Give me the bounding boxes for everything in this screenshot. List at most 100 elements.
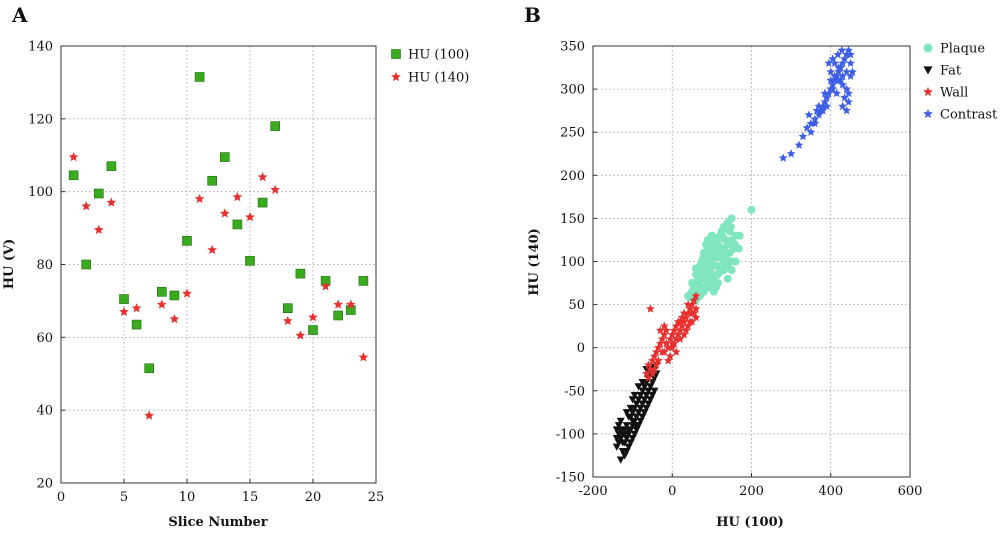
- data-point: [794, 140, 804, 149]
- data-point: [692, 264, 701, 273]
- data-point: [838, 80, 848, 89]
- data-point: [661, 325, 671, 335]
- data-point: [68, 170, 79, 181]
- data-point: [119, 294, 129, 304]
- data-point: [194, 193, 205, 204]
- data-point: [669, 325, 679, 335]
- data-point: [131, 303, 142, 313]
- data-point: [295, 330, 306, 340]
- data-point: [622, 447, 631, 456]
- data-point: [106, 197, 117, 207]
- data-point: [838, 101, 848, 111]
- data-point: [798, 131, 808, 141]
- x-tick-label: 5: [120, 490, 128, 505]
- data-point: [622, 409, 631, 417]
- data-point: [144, 363, 154, 374]
- data-point: [295, 268, 306, 279]
- data-point: [719, 266, 728, 275]
- data-point: [650, 351, 659, 361]
- data-point: [675, 325, 685, 335]
- data-point: [659, 330, 669, 339]
- data-point: [169, 290, 180, 301]
- data-point: [727, 266, 736, 275]
- data-point: [848, 67, 857, 76]
- data-point: [699, 254, 708, 263]
- data-point: [638, 378, 647, 387]
- y-tick-label: 350: [560, 40, 585, 55]
- data-point: [820, 88, 830, 98]
- data-point: [245, 212, 255, 222]
- grid-b: [593, 46, 910, 477]
- data-point: [828, 54, 838, 63]
- data-point: [616, 456, 625, 464]
- data-point: [659, 347, 669, 356]
- y-tick-label: 100: [560, 255, 585, 270]
- legend-label: Fat: [940, 64, 962, 79]
- data-point: [837, 45, 847, 55]
- data-point: [157, 287, 167, 297]
- data-point: [812, 106, 822, 115]
- data-point: [282, 303, 293, 314]
- series-hu-100: [68, 72, 369, 374]
- data-point: [830, 71, 840, 80]
- legend-label: Contrast: [940, 108, 998, 123]
- data-point: [648, 356, 657, 365]
- data-point: [119, 306, 129, 316]
- y-tick-label: 80: [36, 258, 53, 273]
- x-axis-label-b: HU (100): [716, 515, 784, 530]
- data-point: [834, 62, 844, 72]
- data-point: [667, 338, 677, 348]
- data-point: [727, 214, 736, 223]
- data-point: [828, 84, 838, 93]
- legend-label: Wall: [940, 86, 968, 101]
- panel-a: A 0 5 10 15 20 25 20 40 60 80 100 120 140 Slice Numb…: [2, 3, 469, 530]
- data-point: [833, 50, 843, 59]
- data-point: [646, 304, 655, 313]
- data-point: [691, 291, 701, 300]
- y-tick-label: -100: [556, 427, 585, 442]
- data-point: [207, 175, 217, 186]
- legend-marker: [391, 49, 401, 59]
- data-point: [834, 67, 844, 76]
- data-point: [786, 149, 796, 158]
- y-tick-label: 120: [28, 112, 53, 127]
- data-point: [838, 58, 848, 67]
- data-point: [727, 257, 736, 266]
- data-point: [703, 267, 712, 276]
- y-tick-label: 50: [568, 298, 585, 313]
- legend-marker: [923, 86, 933, 97]
- data-point: [663, 343, 673, 352]
- data-point: [628, 435, 637, 443]
- data-point: [614, 439, 623, 447]
- data-point: [624, 426, 633, 434]
- panel-label-a: A: [11, 3, 28, 27]
- data-point: [358, 276, 369, 286]
- data-point: [842, 67, 851, 76]
- x-tick-label: 600: [898, 484, 923, 499]
- data-point: [840, 54, 849, 63]
- data-point: [810, 118, 820, 128]
- y-tick-label: 100: [28, 185, 53, 200]
- data-point: [806, 127, 816, 136]
- data-point: [320, 281, 331, 291]
- panel-b: B -200 0 200 400 600 -150 -100 -50 0 50 100 150 200 2…: [524, 3, 998, 530]
- legend-marker: [923, 66, 933, 75]
- x-tick-label: 0: [668, 484, 676, 499]
- data-point: [257, 172, 268, 182]
- data-point: [616, 417, 625, 425]
- data-point: [144, 410, 155, 420]
- data-point: [826, 75, 836, 85]
- data-point: [648, 368, 657, 378]
- data-point: [828, 80, 838, 89]
- data-point: [846, 71, 855, 80]
- data-point: [717, 248, 726, 257]
- data-point: [679, 330, 689, 339]
- data-point: [726, 223, 735, 232]
- data-point: [814, 110, 824, 119]
- data-point: [687, 317, 697, 326]
- data-point: [94, 188, 104, 199]
- data-point: [654, 343, 663, 352]
- data-point: [616, 426, 625, 434]
- data-point: [683, 321, 693, 330]
- data-point: [628, 417, 637, 425]
